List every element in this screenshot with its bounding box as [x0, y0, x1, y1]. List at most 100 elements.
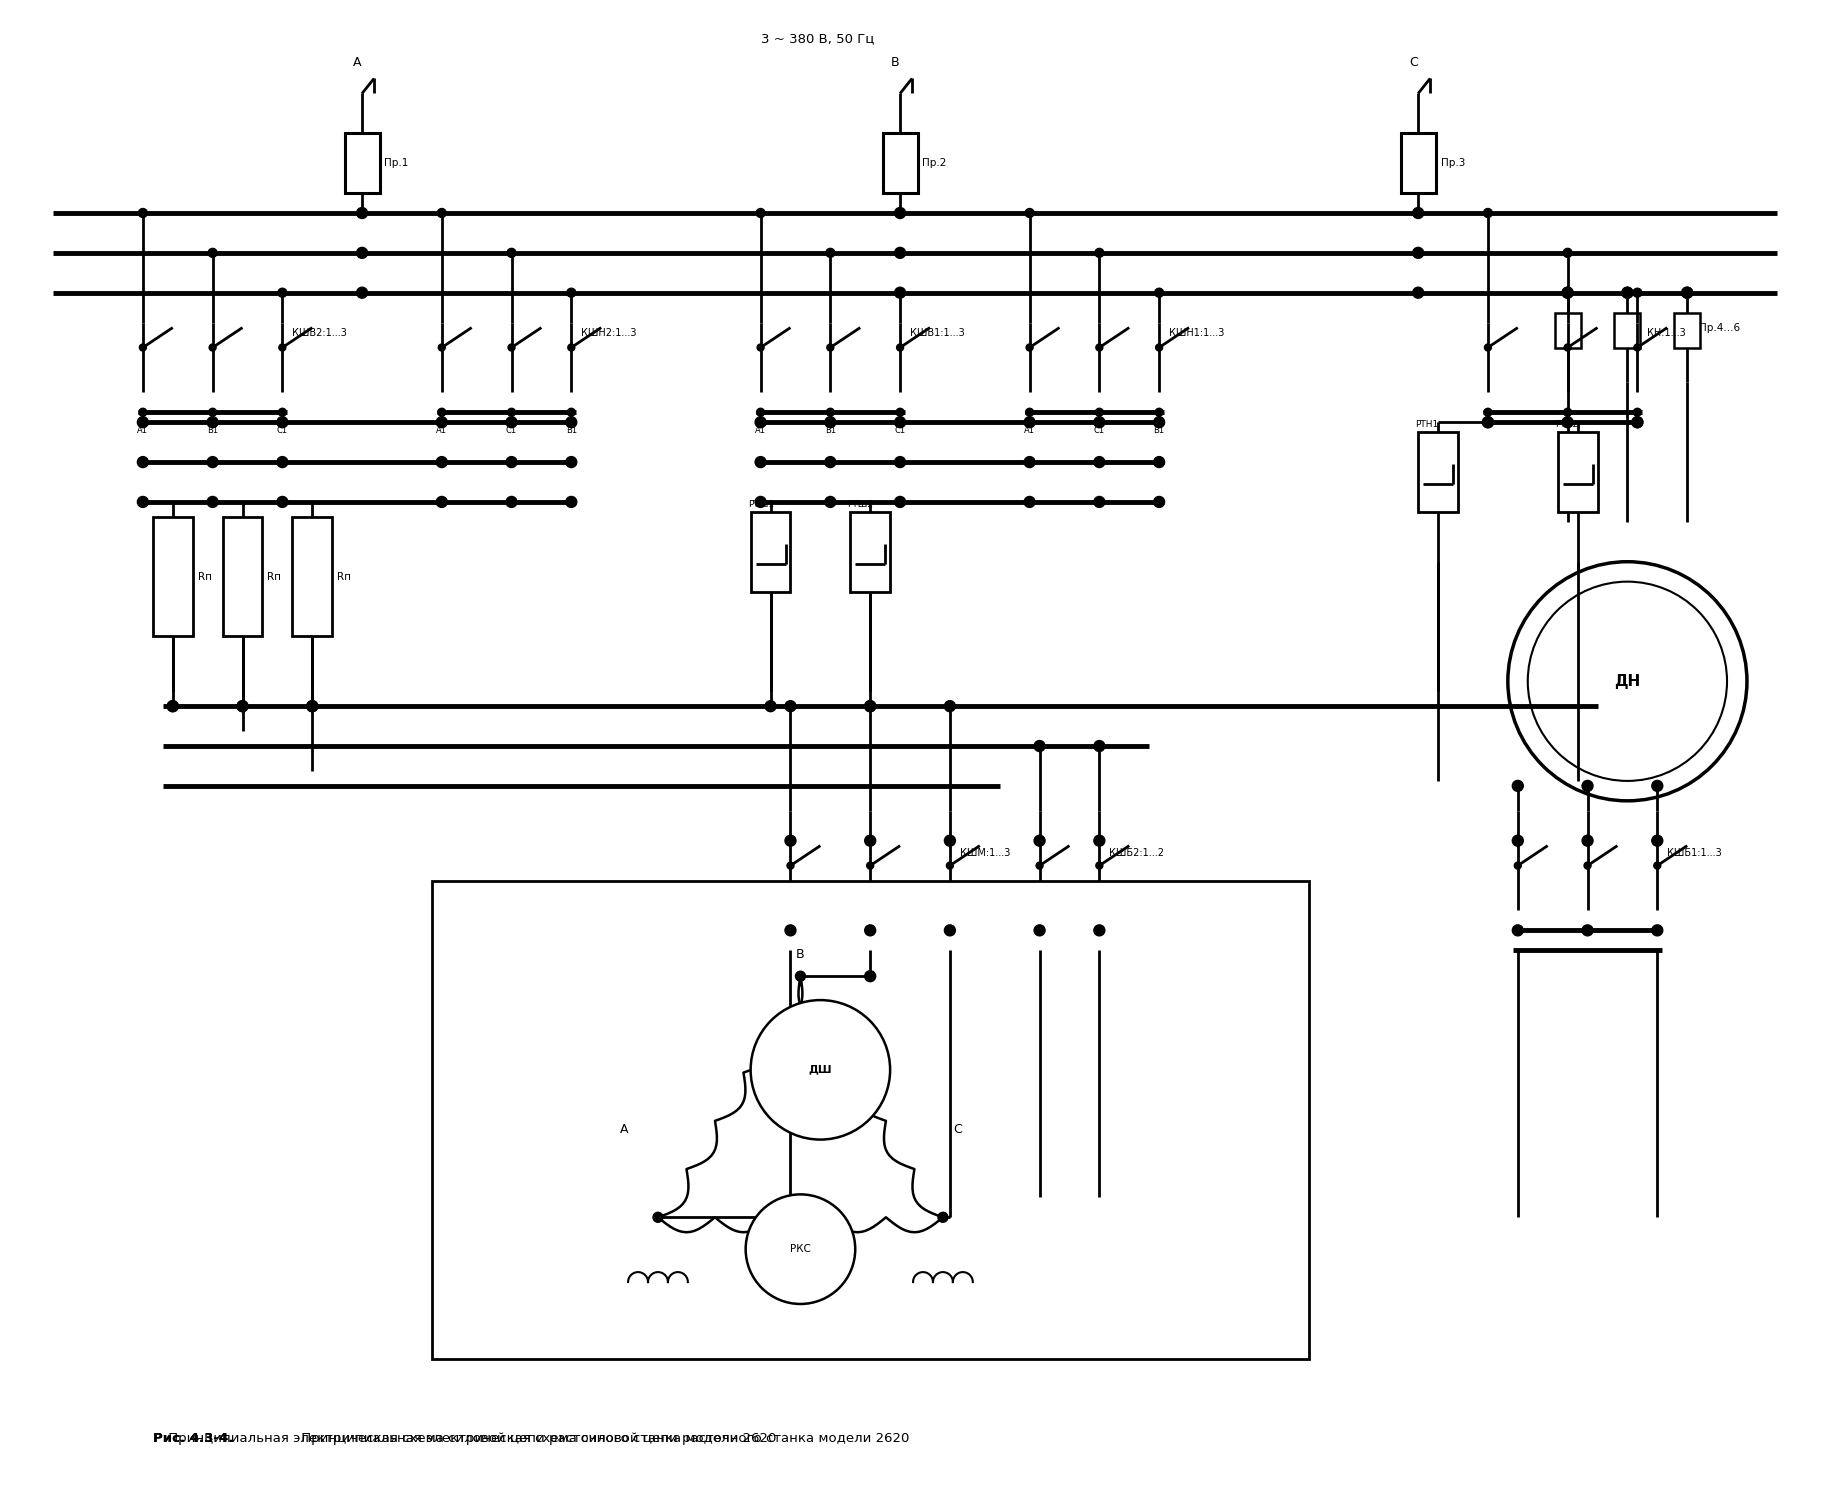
Circle shape	[824, 456, 835, 467]
Text: КН:1...3: КН:1...3	[1647, 328, 1685, 337]
Circle shape	[1154, 408, 1164, 416]
Circle shape	[1564, 248, 1573, 257]
Circle shape	[138, 456, 148, 467]
Text: КШН2:1...3: КШН2:1...3	[581, 328, 636, 337]
Text: B: B	[891, 56, 900, 68]
Circle shape	[824, 497, 835, 508]
Circle shape	[208, 248, 218, 257]
Circle shape	[1154, 497, 1165, 508]
Circle shape	[1034, 925, 1046, 935]
Circle shape	[1682, 287, 1693, 298]
Circle shape	[566, 289, 575, 298]
Circle shape	[939, 1212, 948, 1222]
Circle shape	[786, 836, 797, 846]
Text: A1: A1	[136, 426, 148, 435]
Circle shape	[356, 248, 367, 258]
Circle shape	[1483, 417, 1494, 428]
Circle shape	[865, 836, 876, 846]
Circle shape	[653, 1212, 664, 1222]
Text: РТШ2: РТШ2	[846, 500, 874, 509]
Circle shape	[208, 408, 216, 416]
Circle shape	[356, 287, 367, 298]
Circle shape	[1634, 289, 1641, 298]
Circle shape	[1484, 345, 1492, 351]
Bar	[345, 133, 380, 193]
Circle shape	[581, 911, 1020, 1349]
Circle shape	[507, 248, 516, 257]
Circle shape	[1025, 408, 1034, 416]
Circle shape	[1483, 417, 1494, 428]
Circle shape	[1652, 836, 1663, 846]
Circle shape	[865, 970, 876, 982]
Bar	[850, 512, 891, 592]
Circle shape	[207, 417, 218, 428]
Circle shape	[867, 863, 874, 869]
Text: Rп: Rп	[267, 571, 282, 582]
Circle shape	[566, 417, 577, 428]
Circle shape	[1154, 456, 1165, 467]
Text: A1: A1	[437, 426, 448, 435]
Circle shape	[138, 417, 148, 428]
Text: B: B	[797, 949, 804, 961]
Circle shape	[865, 701, 876, 712]
Circle shape	[238, 701, 247, 712]
Circle shape	[865, 701, 876, 712]
Circle shape	[505, 456, 516, 467]
Text: РКС: РКС	[789, 1244, 811, 1254]
Bar	[223, 517, 262, 636]
Text: КШБ2:1...2: КШБ2:1...2	[1110, 848, 1164, 858]
Circle shape	[1564, 408, 1571, 416]
Text: Пр.3: Пр.3	[1440, 159, 1464, 168]
Bar	[1558, 432, 1597, 512]
Circle shape	[306, 701, 317, 712]
Circle shape	[568, 345, 575, 351]
Circle shape	[1483, 209, 1492, 218]
Circle shape	[765, 701, 776, 712]
Text: Рис. 4.3-4.: Рис. 4.3-4.	[153, 1432, 232, 1445]
Bar	[1615, 313, 1641, 348]
Circle shape	[566, 456, 577, 467]
Circle shape	[751, 1000, 891, 1139]
Text: ДН: ДН	[1614, 674, 1641, 689]
Circle shape	[356, 207, 367, 219]
Text: A: A	[352, 56, 361, 68]
Circle shape	[1512, 836, 1523, 846]
Circle shape	[1154, 289, 1164, 298]
Text: Принципиальная электрическая схема силовой цепи расточного станка модели 2620: Принципиальная электрическая схема силов…	[164, 1432, 776, 1445]
Text: КШМ:1...3: КШМ:1...3	[961, 848, 1011, 858]
Circle shape	[437, 497, 448, 508]
Circle shape	[138, 408, 148, 416]
Circle shape	[207, 497, 218, 508]
Circle shape	[1562, 287, 1573, 298]
Circle shape	[1654, 863, 1661, 869]
Circle shape	[894, 248, 905, 258]
Circle shape	[894, 287, 905, 298]
Bar	[751, 512, 791, 592]
Circle shape	[946, 863, 953, 869]
Circle shape	[568, 408, 575, 416]
Circle shape	[1634, 408, 1641, 416]
Circle shape	[168, 701, 179, 712]
Text: C1: C1	[277, 426, 288, 435]
Circle shape	[507, 408, 516, 416]
Circle shape	[306, 701, 317, 712]
Circle shape	[1529, 582, 1728, 781]
Text: КШВ2:1...3: КШВ2:1...3	[293, 328, 347, 337]
Text: КШН1:1...3: КШН1:1...3	[1169, 328, 1224, 337]
Circle shape	[896, 408, 904, 416]
Circle shape	[138, 209, 148, 218]
Circle shape	[277, 456, 288, 467]
Text: C1: C1	[1093, 426, 1105, 435]
Circle shape	[758, 345, 763, 351]
Circle shape	[1564, 345, 1571, 351]
Circle shape	[1025, 345, 1033, 351]
Circle shape	[138, 497, 148, 508]
Circle shape	[1034, 740, 1046, 751]
Circle shape	[754, 497, 765, 508]
Text: Пр.4...6: Пр.4...6	[1698, 322, 1741, 332]
Text: B1: B1	[1154, 426, 1165, 435]
Circle shape	[754, 456, 765, 467]
Text: Принципиальная электрическая схема силовой цепи расточного станка модели 2620: Принципиальная электрическая схема силов…	[297, 1432, 909, 1445]
Circle shape	[1508, 562, 1746, 801]
Circle shape	[1582, 836, 1593, 846]
